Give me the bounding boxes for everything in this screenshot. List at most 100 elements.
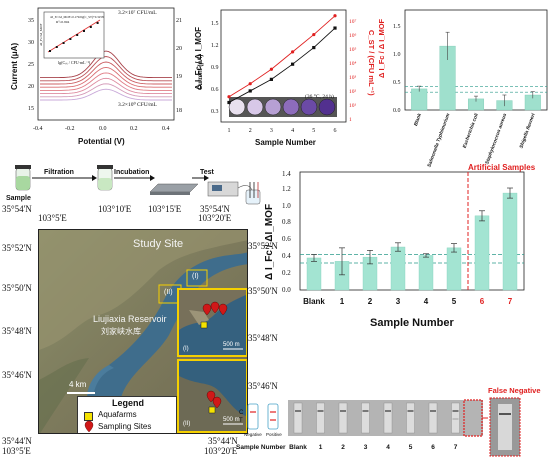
inset-point	[83, 30, 85, 32]
aquafarm-marker	[208, 406, 216, 414]
bar	[502, 192, 518, 291]
line-series	[227, 14, 337, 105]
dpv-curves	[40, 50, 172, 101]
bar	[390, 246, 406, 291]
corner-lon-bl: 103°5'E	[2, 446, 31, 456]
y-tick: 0.8	[282, 218, 291, 226]
category-label: Salmonella Typhimurium	[426, 112, 451, 168]
x-axis-label: Sample Number	[370, 317, 454, 329]
y-tick: 1.5	[393, 24, 401, 30]
y-tick: 1.4	[282, 170, 291, 178]
y-tick-right: 10⁷	[349, 19, 357, 25]
lateral-flow-strips: False Negative C T Negative Positive Sam…	[236, 386, 541, 457]
corner-lat-tl: 35°54'N	[2, 204, 32, 214]
y-axis-label: Δ I_Fc / ΔI_MOF	[264, 204, 275, 280]
inset-r2: R²=0.994	[56, 20, 69, 24]
test-strip	[406, 402, 415, 434]
x-tick: 2	[249, 128, 252, 134]
x-tick: 6	[480, 297, 485, 306]
strip-label: 3	[364, 444, 368, 451]
inset-i-label: (I)	[183, 346, 189, 352]
sampling-site-icon	[218, 303, 228, 316]
x-tick: 3	[270, 128, 273, 134]
bar	[306, 257, 322, 291]
lat-left-2: 35°50'N	[2, 283, 32, 293]
legend-sampling-sites: Sampling Sites	[98, 422, 152, 431]
x-tick: 3	[396, 297, 401, 306]
y-tick: 0.9	[211, 65, 219, 71]
inset-ylabel: ΔI_Fc/ΔI_MOF	[39, 24, 43, 46]
inset-i-panel: 500 m (I)	[177, 288, 247, 357]
y-tick-right: 10²	[349, 89, 357, 95]
strip-labels: Blank 1 2 3 4 5 6 7	[289, 444, 458, 451]
y-tick: 15	[28, 106, 34, 112]
y-tick: 25	[28, 62, 34, 68]
electrochemical-workstation-icon	[207, 181, 261, 205]
y-tick: 0.2	[282, 269, 291, 277]
x-tick: 0.4	[162, 126, 170, 132]
satellite-map: Study Site (I) (II) Liujiaxia Reservoir …	[38, 229, 248, 434]
y-tick-right: 19	[176, 74, 182, 80]
series-line	[228, 15, 336, 98]
x-axis-label: Potential (V)	[78, 137, 125, 146]
incubation-plate-icon	[149, 183, 199, 195]
y-axis-label: Δ I_Fc / Δ I_MOF	[194, 27, 203, 90]
top-conc-label: 3.2×10⁷ CFU/mL	[118, 10, 157, 16]
condition-label: (36 °C, 24 h)	[305, 93, 334, 100]
strip-label: 7	[454, 444, 458, 451]
control-line-label: C	[239, 410, 244, 416]
lat-right-3: 35°48'N	[248, 333, 278, 343]
reference-negative-strip	[247, 403, 259, 430]
reservoir-name-cn: 刘家峡水库	[101, 327, 141, 336]
test-strip	[293, 402, 303, 434]
data-point	[248, 82, 252, 86]
inset-box	[43, 11, 105, 59]
step-incubation: Incubation	[114, 169, 149, 176]
y-tick: 0.6	[282, 235, 291, 243]
y-tick-right: 18	[176, 108, 182, 114]
x-tick: 0.2	[130, 126, 138, 132]
reference-positive-strip	[267, 403, 279, 430]
category-label: Escherichia coli	[462, 112, 480, 149]
inset-point	[49, 50, 51, 52]
lon-top-3: 103°15'E	[148, 204, 182, 214]
y-tick-right: 10⁶	[349, 33, 357, 39]
lon-top-1: 103°5'E	[38, 213, 67, 223]
dpv-curve	[40, 77, 172, 95]
x-tick: 6	[334, 128, 337, 134]
inset-point	[89, 26, 92, 28]
strip-photos	[293, 402, 460, 434]
y-tick: 1.0	[282, 202, 291, 210]
y-tick-right: 1	[349, 117, 352, 123]
inset-scale-text: 500 m	[223, 342, 240, 348]
y-axis-label: Δ I_Fc / Δ I_MOF	[377, 18, 386, 78]
inset-scale-text: 500 m	[223, 417, 240, 423]
x-tick: 2	[368, 297, 373, 306]
sampling-site-icon	[202, 303, 212, 316]
positive-label: Positive	[266, 432, 282, 437]
series-line	[228, 27, 336, 103]
data-point	[248, 89, 252, 93]
inset-ii-marker: (II)	[164, 289, 173, 296]
dpv-curve	[40, 72, 172, 91]
y-axis-label-right: Current (μA)	[198, 55, 204, 90]
inset-point	[55, 46, 58, 48]
workflow-diagram: Sample Filtration Incubation Test	[6, 165, 261, 205]
sample-number-label: Sample Number	[236, 444, 286, 451]
dpv-curve	[40, 56, 172, 82]
inset-point	[76, 34, 79, 36]
test-strip	[428, 402, 438, 434]
dpv-curve	[40, 88, 172, 101]
inset-equation: ΔI_Fc/ΔI_MOF=0.1792lg(C_ST)+0.3258	[50, 15, 104, 19]
lat-left-1: 35°52'N	[2, 243, 32, 253]
inset-points	[49, 22, 99, 52]
dpv-curve	[40, 50, 172, 79]
sampling-site-icon	[210, 301, 220, 314]
corner-lat-tr: 35°54'N	[200, 204, 230, 214]
data-point	[227, 100, 231, 105]
panel-d-x-labels: Blank 1 2 3 4 5 6 7 Sample Number	[303, 297, 513, 329]
step-sample: Sample	[6, 195, 31, 202]
map-legend: Legend Aquafarms Sampling Sites	[77, 396, 177, 433]
inset-point	[69, 38, 72, 40]
lon-top-2: 103°10'E	[98, 204, 132, 214]
